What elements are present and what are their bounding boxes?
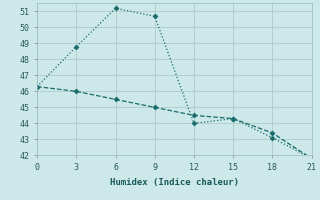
X-axis label: Humidex (Indice chaleur): Humidex (Indice chaleur) (110, 178, 239, 187)
